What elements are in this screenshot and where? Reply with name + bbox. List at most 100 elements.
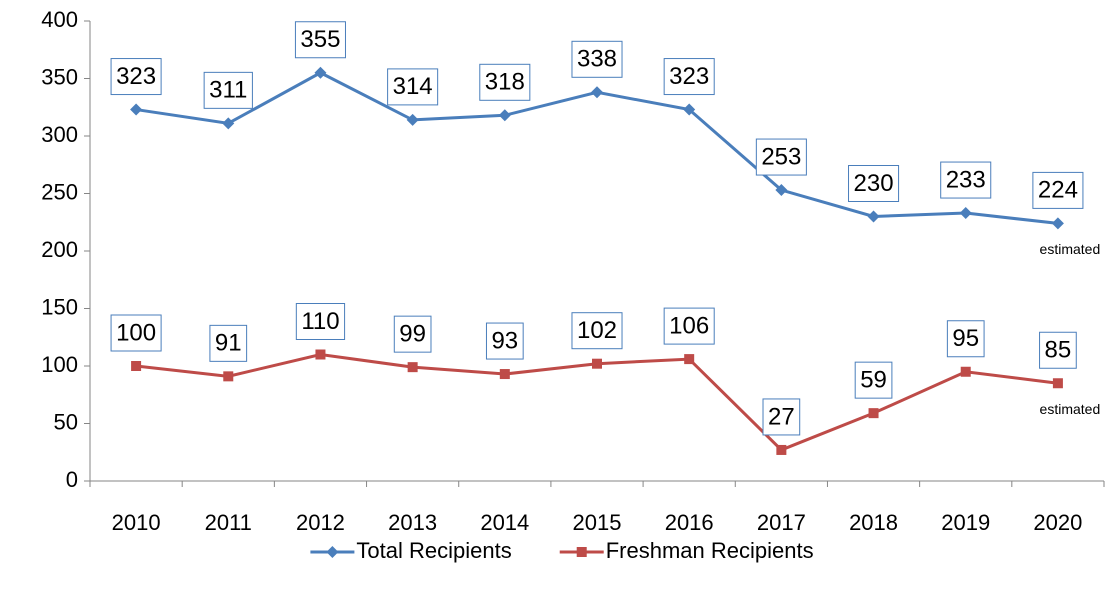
data-label: 93: [485, 322, 524, 360]
data-label-box: [940, 161, 992, 199]
annotation: estimated: [1040, 401, 1101, 417]
marker: [684, 354, 695, 365]
data-label-text: 253: [761, 143, 801, 170]
y-tick-label: 200: [41, 237, 78, 262]
data-label: 314: [387, 68, 439, 106]
marker: [314, 66, 327, 79]
annotation: estimated: [1040, 241, 1101, 257]
data-label-text: 102: [577, 317, 617, 344]
y-tick-label: 100: [41, 352, 78, 377]
data-label: 91: [209, 324, 248, 362]
x-tick-label: 2020: [1033, 510, 1082, 535]
y-tick-label: 350: [41, 64, 78, 89]
data-label-box: [571, 312, 623, 350]
data-label: 59: [854, 361, 893, 399]
data-label: 323: [663, 58, 715, 96]
data-label-text: 85: [1045, 337, 1072, 364]
marker: [776, 444, 787, 455]
x-tick-label: 2012: [296, 510, 345, 535]
marker: [222, 117, 235, 130]
data-label-text: 91: [215, 330, 242, 357]
data-label-box: [479, 63, 531, 101]
data-label: 99: [393, 315, 432, 353]
data-label-box: [294, 21, 346, 59]
data-label-box: [110, 314, 162, 352]
data-label-box: [1039, 331, 1077, 369]
y-tick-label: 50: [54, 409, 78, 434]
marker: [683, 103, 696, 116]
data-label-box: [387, 68, 439, 106]
data-label: 95: [946, 320, 985, 358]
marker: [315, 349, 326, 360]
data-label: 311: [203, 71, 253, 109]
data-label-text: 230: [854, 170, 894, 197]
data-label-text: 99: [399, 320, 426, 347]
legend: Total Recipients Freshman Recipients: [310, 538, 814, 563]
legend-label: Total Recipients: [356, 538, 511, 563]
y-tick-label: 300: [41, 122, 78, 147]
y-tick-label: 400: [41, 7, 78, 32]
data-label-box: [203, 71, 253, 109]
data-label: 106: [663, 307, 715, 345]
x-tick-label: 2015: [573, 510, 622, 535]
data-label-text: 95: [952, 325, 979, 352]
marker: [867, 210, 880, 223]
x-tick-label: 2016: [665, 510, 714, 535]
data-label-text: 100: [116, 319, 156, 346]
data-label-box: [854, 361, 893, 399]
data-label-text: 314: [393, 73, 433, 100]
data-label: 253: [755, 138, 807, 176]
data-label-text: 233: [946, 166, 986, 193]
data-label-box: [393, 315, 432, 353]
marker: [1051, 217, 1064, 230]
data-label-box: [663, 58, 715, 96]
data-label-box: [848, 165, 900, 202]
data-label-box: [485, 322, 524, 360]
marker: [130, 103, 143, 116]
marker: [592, 358, 602, 369]
data-label-text: 110: [301, 308, 339, 335]
marker: [775, 184, 788, 197]
legend-label: Freshman Recipients: [606, 538, 814, 563]
y-tick-label: 0: [66, 467, 78, 492]
marker: [868, 408, 879, 419]
marker: [959, 207, 972, 220]
data-label-box: [755, 138, 807, 176]
data-label-text: 27: [768, 403, 795, 430]
data-label: 102: [571, 312, 623, 350]
data-label: 318: [479, 63, 531, 101]
data-label: 85: [1039, 331, 1077, 369]
data-label: 27: [762, 398, 801, 436]
marker: [406, 113, 419, 126]
marker: [576, 547, 587, 557]
series-line: [135, 352, 1059, 452]
marker: [960, 366, 971, 377]
data-label-text: 338: [577, 46, 617, 73]
x-tick-label: 2017: [757, 510, 806, 535]
data-label-box: [663, 307, 715, 345]
data-label-box: [762, 398, 801, 436]
data-label: 110: [295, 303, 346, 340]
x-tick-label: 2019: [941, 510, 990, 535]
marker: [326, 546, 339, 558]
y-tick-label: 250: [41, 179, 78, 204]
data-label: 233: [940, 161, 992, 199]
marker: [131, 361, 142, 371]
data-label: 100: [110, 314, 162, 352]
data-label-box: [295, 303, 346, 340]
data-label-text: 93: [491, 327, 518, 354]
marker: [498, 109, 511, 122]
x-tick-label: 2010: [112, 510, 161, 535]
data-label: 224: [1032, 171, 1084, 209]
data-label: 230: [848, 165, 900, 202]
data-label-text: 323: [669, 63, 709, 90]
data-label-text: 355: [300, 26, 340, 53]
data-label: 338: [571, 40, 623, 78]
data-label-text: 106: [669, 312, 709, 339]
x-tick-label: 2014: [480, 510, 529, 535]
data-label-text: 59: [860, 366, 887, 393]
data-label-text: 323: [116, 63, 156, 90]
data-label-box: [946, 320, 985, 358]
x-tick-label: 2011: [205, 510, 252, 535]
